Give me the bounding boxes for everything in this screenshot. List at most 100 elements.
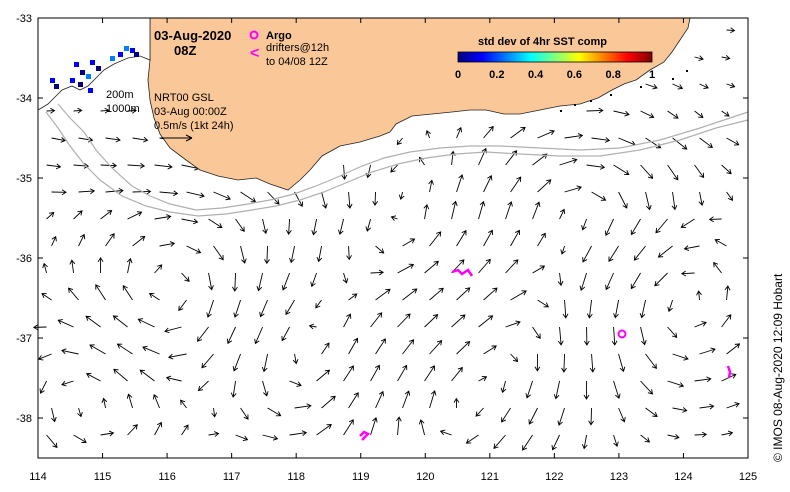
velocity-arrow — [721, 110, 730, 117]
velocity-arrow — [262, 434, 279, 441]
velocity-arrow — [69, 259, 76, 274]
latitude-axis: -33 -34 -35 -36 -37 -38 — [16, 13, 748, 425]
velocity-arrow — [694, 431, 708, 438]
velocity-arrow — [667, 110, 679, 119]
velocity-arrow — [100, 430, 115, 437]
velocity-scale-arrow — [160, 134, 193, 142]
velocity-arrow — [208, 431, 220, 437]
colorbar-tick-label: 0.2 — [489, 69, 504, 81]
velocity-arrow — [478, 376, 488, 382]
lat-tick-label: -33 — [16, 13, 32, 25]
map-time: 08Z — [174, 43, 196, 58]
velocity-arrow — [424, 314, 439, 328]
lat-tick-label: -37 — [16, 333, 32, 345]
velocity-arrow — [522, 434, 533, 451]
velocity-arrow — [348, 392, 359, 409]
velocity-scale-label: 0.5m/s (1kt 24h) — [154, 120, 233, 132]
velocity-arrow — [721, 164, 732, 175]
velocity-arrow — [235, 434, 249, 441]
velocity-arrow — [402, 390, 411, 409]
velocity-arrow — [579, 272, 587, 291]
sst-speckle — [134, 52, 139, 57]
velocity-arrow — [254, 326, 263, 345]
velocity-arrow — [654, 272, 668, 287]
sst-speckle — [610, 94, 612, 96]
velocity-arrow — [478, 315, 494, 328]
velocity-arrow — [456, 287, 471, 301]
velocity-arrow — [505, 259, 519, 274]
velocity-arrow — [267, 191, 280, 205]
velocity-arrow — [294, 403, 312, 410]
velocity-arrow — [61, 380, 74, 387]
velocity-arrow — [370, 364, 381, 382]
velocity-arrow — [321, 191, 328, 209]
isobath-200m-label: 200m — [106, 89, 134, 101]
velocity-vector-field — [32, 27, 741, 451]
velocity-arrow — [645, 83, 658, 90]
velocity-arrow — [667, 380, 685, 388]
velocity-arrow — [346, 245, 352, 261]
sst-speckle — [78, 82, 83, 87]
velocity-arrow — [640, 110, 655, 119]
velocity-arrow — [726, 82, 736, 89]
velocity-arrow — [142, 345, 160, 355]
sst-speckle — [640, 86, 642, 88]
velocity-arrow — [186, 191, 205, 199]
velocity-arrow — [132, 235, 146, 247]
velocity-arrow — [73, 210, 83, 220]
velocity-arrow — [613, 110, 630, 117]
velocity-arrow — [139, 369, 155, 382]
velocity-arrow — [73, 434, 87, 443]
velocity-arrow — [667, 299, 673, 313]
velocity-arrow — [456, 174, 464, 193]
velocity-arrow — [396, 137, 403, 146]
velocity-arrow — [667, 164, 679, 181]
velocity-arrow — [152, 393, 160, 409]
velocity-arrow — [281, 272, 290, 291]
map-frame — [37, 17, 749, 459]
velocity-arrow — [696, 290, 702, 301]
velocity-arrow — [588, 407, 595, 426]
velocity-arrow — [232, 272, 238, 292]
velocity-arrow — [343, 313, 352, 328]
velocity-arrow — [694, 376, 712, 383]
velocity-arrow — [310, 272, 317, 288]
velocity-arrow — [726, 402, 740, 409]
velocity-arrow — [343, 419, 354, 436]
colorbar-tick-label: 0 — [455, 69, 461, 81]
velocity-arrow — [510, 176, 522, 193]
velocity-arrow — [699, 83, 709, 89]
velocity-arrow — [77, 407, 83, 418]
velocity-arrow — [181, 218, 199, 225]
velocity-arrow — [564, 185, 582, 193]
velocity-arrow — [608, 245, 619, 262]
velocity-arrow — [604, 218, 614, 237]
drifter-tracks — [359, 268, 732, 441]
velocity-arrow — [101, 397, 108, 409]
velocity-arrow — [537, 299, 550, 308]
velocity-arrow — [197, 380, 209, 392]
velocity-arrow — [640, 434, 651, 443]
velocity-arrow — [451, 366, 463, 382]
velocity-arrow — [501, 407, 511, 423]
sst-std-speckles — [50, 46, 688, 112]
velocity-arrow — [591, 191, 607, 201]
velocity-arrow — [397, 263, 415, 274]
velocity-arrow — [372, 191, 379, 207]
velocity-arrow — [100, 209, 113, 220]
velocity-arrow — [226, 326, 236, 345]
velocity-arrow — [127, 162, 146, 169]
velocity-arrow — [316, 245, 323, 263]
velocity-arrow — [618, 191, 628, 209]
velocity-arrow — [122, 285, 133, 301]
velocity-arrow — [510, 353, 519, 363]
velocity-arrow — [424, 365, 435, 382]
velocity-arrow — [197, 326, 209, 342]
velocity-arrow — [289, 245, 295, 264]
velocity-arrow — [137, 318, 155, 328]
velocity-arrow — [154, 163, 173, 170]
lon-tick-label: 120 — [416, 471, 434, 483]
velocity-arrow — [532, 265, 546, 274]
velocity-arrow — [672, 407, 688, 413]
velocity-valid-time: 03-Aug 00:00Z — [154, 106, 227, 118]
